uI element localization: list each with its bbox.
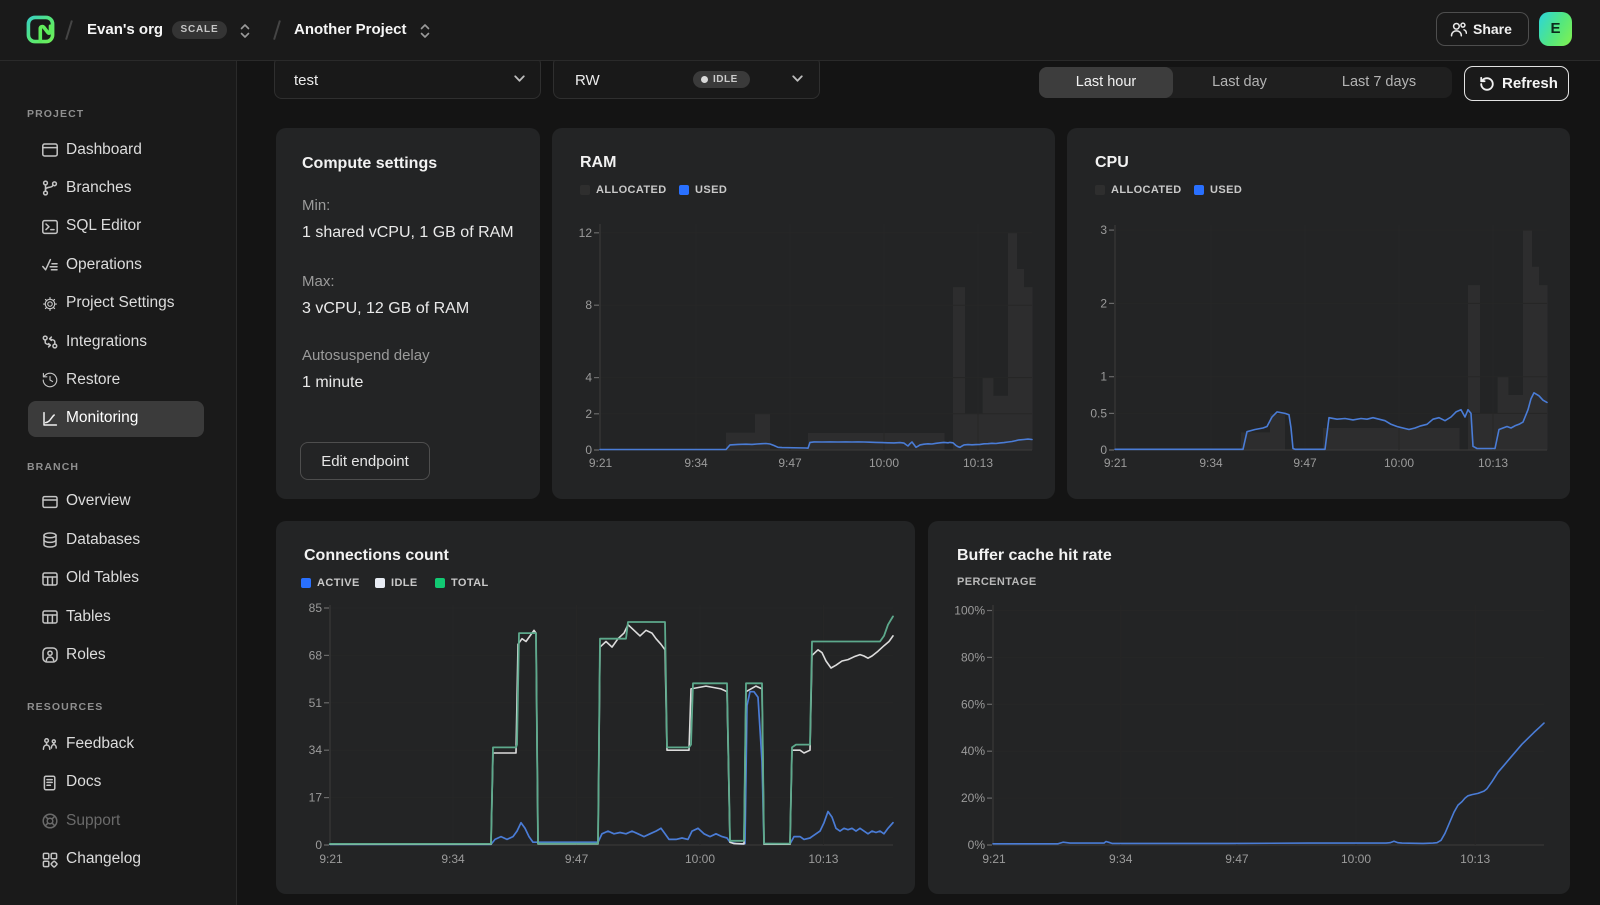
svg-text:0%: 0%	[968, 838, 986, 852]
svg-text:0: 0	[315, 838, 322, 852]
svg-text:10:13: 10:13	[808, 852, 838, 866]
svg-text:2: 2	[585, 407, 592, 421]
svg-text:9:34: 9:34	[441, 852, 465, 866]
svg-text:85: 85	[309, 601, 323, 615]
svg-text:9:47: 9:47	[1225, 852, 1249, 866]
svg-text:10:00: 10:00	[1384, 456, 1414, 470]
svg-text:80%: 80%	[961, 650, 985, 664]
svg-text:3: 3	[1100, 223, 1107, 237]
svg-text:9:21: 9:21	[982, 852, 1006, 866]
svg-text:10:13: 10:13	[1478, 456, 1508, 470]
svg-text:10:00: 10:00	[1341, 852, 1371, 866]
svg-text:12: 12	[579, 226, 593, 240]
svg-text:9:21: 9:21	[589, 456, 613, 470]
svg-text:0: 0	[585, 443, 592, 457]
svg-text:9:21: 9:21	[1104, 456, 1128, 470]
svg-text:0.5: 0.5	[1090, 406, 1107, 420]
svg-text:68: 68	[309, 648, 323, 662]
svg-text:17: 17	[309, 791, 323, 805]
svg-text:2: 2	[1100, 296, 1107, 310]
svg-text:10:13: 10:13	[1460, 852, 1490, 866]
svg-text:9:34: 9:34	[1109, 852, 1133, 866]
svg-text:10:00: 10:00	[869, 456, 899, 470]
svg-text:34: 34	[309, 743, 323, 757]
svg-text:9:47: 9:47	[565, 852, 589, 866]
svg-text:9:47: 9:47	[778, 456, 802, 470]
svg-text:8: 8	[585, 298, 592, 312]
svg-text:9:21: 9:21	[319, 852, 343, 866]
svg-text:1: 1	[1100, 370, 1107, 384]
svg-text:20%: 20%	[961, 791, 985, 805]
svg-text:51: 51	[309, 696, 323, 710]
svg-text:9:34: 9:34	[684, 456, 708, 470]
svg-text:10:00: 10:00	[685, 852, 715, 866]
svg-text:10:13: 10:13	[963, 456, 993, 470]
svg-text:9:47: 9:47	[1293, 456, 1317, 470]
svg-text:100%: 100%	[954, 604, 985, 618]
svg-text:40%: 40%	[961, 744, 985, 758]
svg-text:0: 0	[1100, 443, 1107, 457]
svg-text:4: 4	[585, 371, 592, 385]
svg-text:9:34: 9:34	[1199, 456, 1223, 470]
svg-text:60%: 60%	[961, 697, 985, 711]
